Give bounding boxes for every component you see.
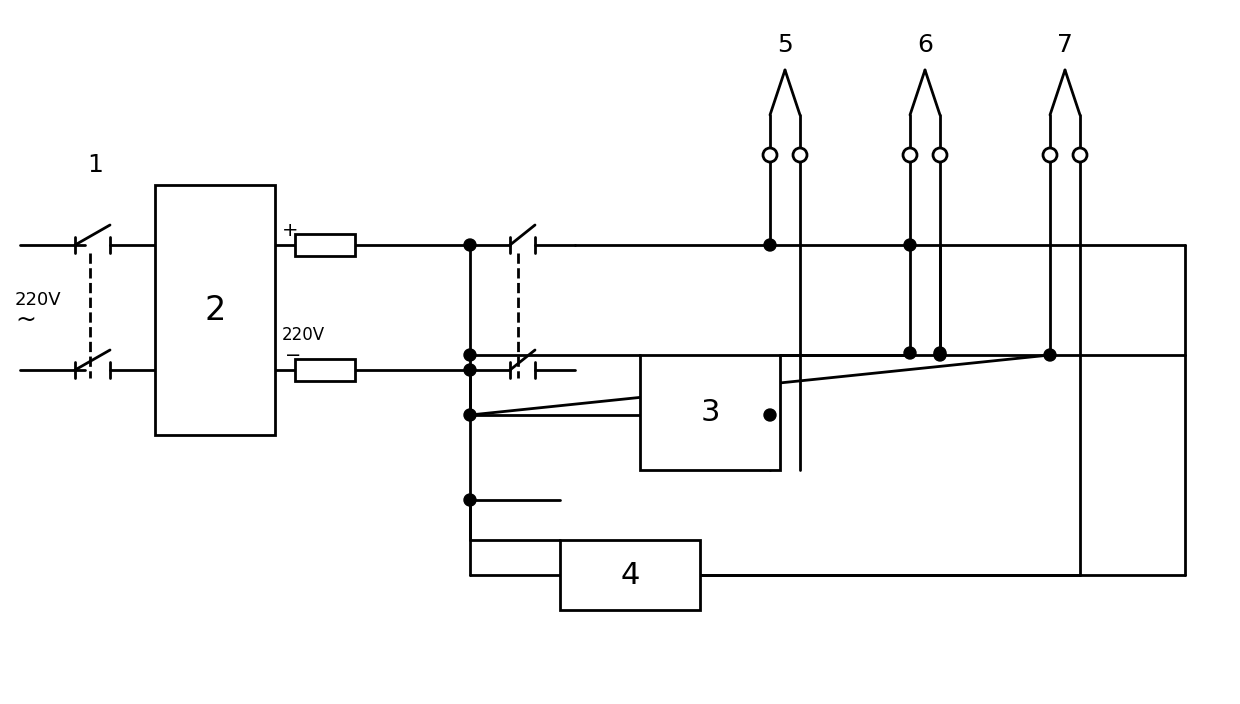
Circle shape bbox=[763, 148, 777, 162]
Bar bbox=[640, 355, 780, 470]
Circle shape bbox=[764, 239, 776, 251]
Circle shape bbox=[1044, 349, 1056, 361]
Circle shape bbox=[1043, 148, 1056, 162]
Text: 5: 5 bbox=[777, 33, 792, 57]
Text: 6: 6 bbox=[918, 33, 932, 57]
Circle shape bbox=[464, 349, 476, 361]
Text: −: − bbox=[285, 346, 301, 365]
Circle shape bbox=[904, 239, 916, 251]
Circle shape bbox=[464, 239, 476, 251]
Text: +: + bbox=[281, 220, 299, 239]
Text: 220V: 220V bbox=[15, 291, 62, 309]
Circle shape bbox=[934, 347, 946, 359]
Bar bbox=[295, 234, 355, 256]
Circle shape bbox=[904, 347, 916, 359]
Bar bbox=[295, 359, 355, 381]
Text: 4: 4 bbox=[620, 560, 640, 589]
Bar bbox=[155, 185, 275, 435]
Text: 3: 3 bbox=[701, 398, 719, 427]
Text: ~: ~ bbox=[15, 308, 36, 332]
Circle shape bbox=[464, 494, 476, 506]
Circle shape bbox=[764, 409, 776, 421]
Text: 2: 2 bbox=[205, 294, 226, 327]
Circle shape bbox=[794, 148, 807, 162]
Circle shape bbox=[903, 148, 918, 162]
Circle shape bbox=[464, 409, 476, 421]
Text: 1: 1 bbox=[87, 153, 103, 177]
Bar bbox=[560, 540, 701, 610]
Circle shape bbox=[932, 148, 947, 162]
Circle shape bbox=[464, 364, 476, 376]
Text: 220V: 220V bbox=[281, 326, 325, 344]
Circle shape bbox=[934, 349, 946, 361]
Circle shape bbox=[1073, 148, 1087, 162]
Text: 7: 7 bbox=[1056, 33, 1073, 57]
